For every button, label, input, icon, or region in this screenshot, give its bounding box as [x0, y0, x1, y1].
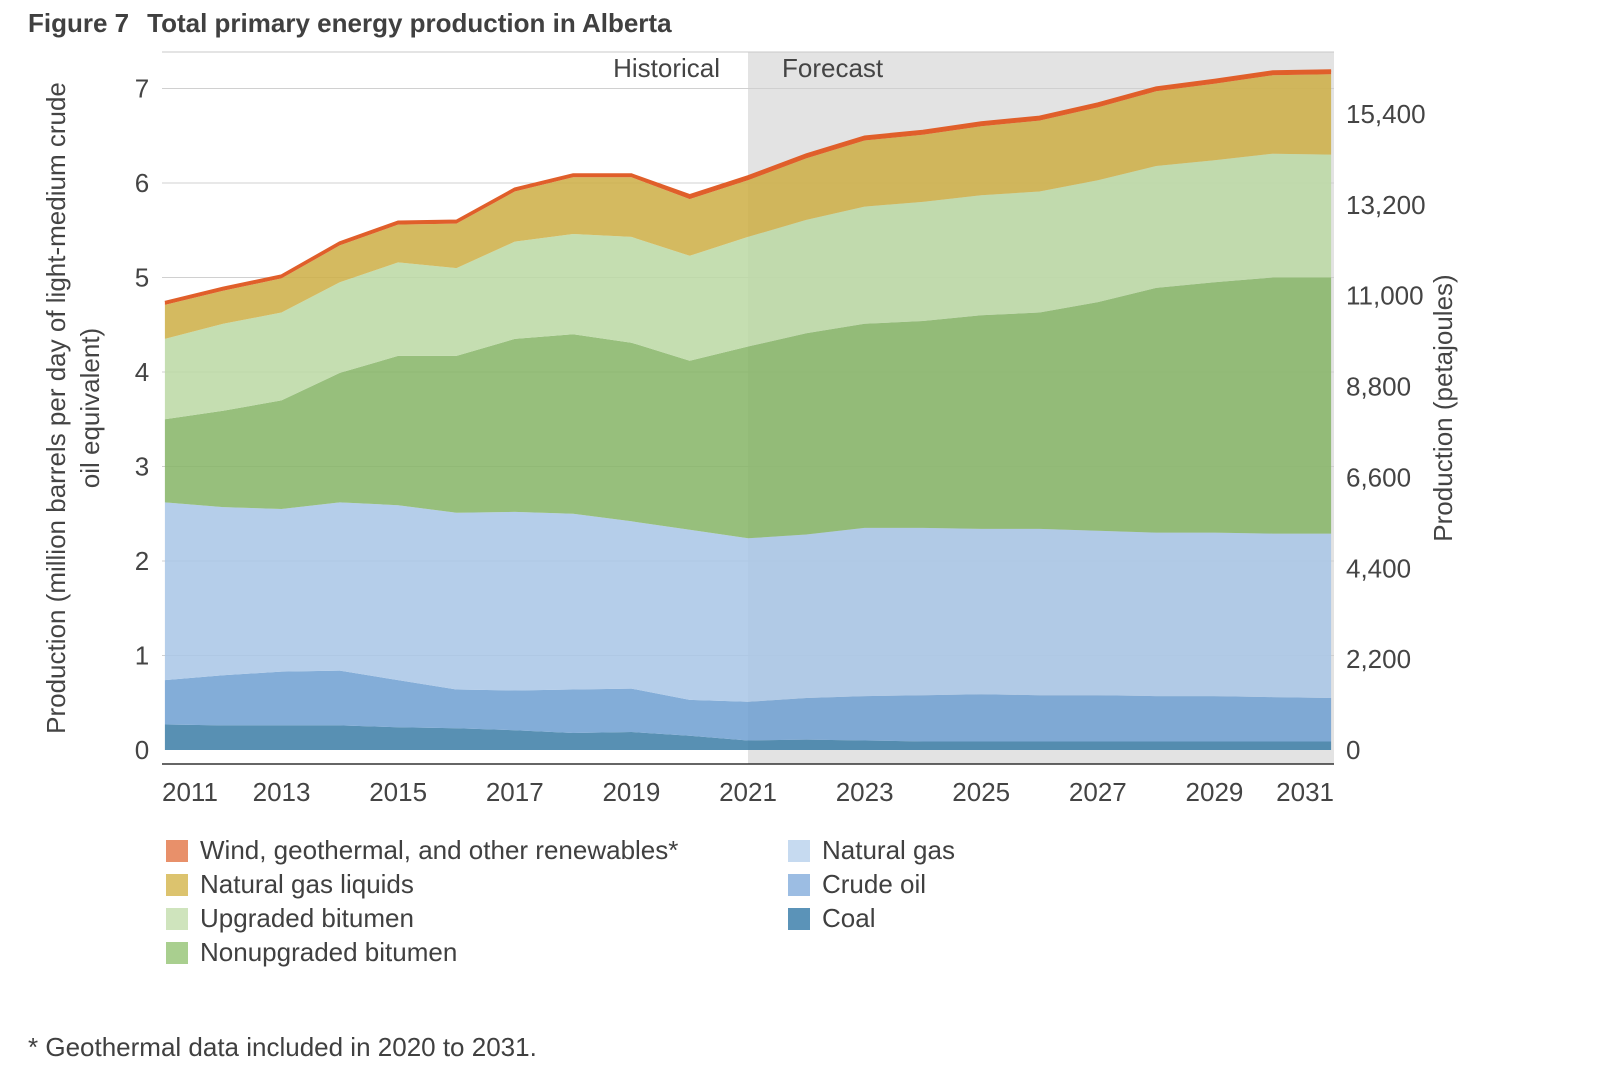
area-nonupgraded-bitumen	[164, 277, 1332, 539]
legend-item-natural-gas: Natural gas	[788, 833, 955, 867]
x-tick-label-2031: 2031	[1276, 777, 1334, 807]
legend-item-upgraded-bitumen: Upgraded bitumen	[166, 901, 414, 935]
legend-swatch	[166, 874, 188, 896]
legend-swatch	[166, 942, 188, 964]
legend-label: Crude oil	[822, 869, 927, 899]
x-tick-label-2027: 2027	[1069, 777, 1127, 807]
legend-label: Nonupgraded bitumen	[200, 937, 458, 967]
area-crude-oil	[164, 670, 1332, 742]
legend-label: Upgraded bitumen	[200, 903, 414, 933]
y-tick-label-6: 6	[135, 168, 149, 198]
area-upgraded-bitumen	[164, 153, 1332, 420]
area-coal	[164, 724, 1332, 750]
legend-label: Natural gas liquids	[200, 869, 414, 899]
y2-tick-label-11000: 11,000	[1346, 281, 1424, 311]
legend-item-coal: Coal	[788, 901, 875, 935]
x-tick-label-2011: 2011	[162, 777, 218, 807]
y-tick-label-0: 0	[135, 735, 149, 765]
legend-item-crude-oil: Crude oil	[788, 867, 926, 901]
footnote: * Geothermal data included in 2020 to 20…	[28, 1032, 537, 1062]
legend-item-nonupgraded-bitumen: Nonupgraded bitumen	[166, 935, 457, 969]
y2-tick-label-6600: 6,600	[1346, 462, 1411, 492]
y2-tick-label-15400: 15,400	[1346, 99, 1426, 129]
legend-swatch	[788, 840, 810, 862]
y-tick-label-7: 7	[135, 74, 149, 104]
x-tick-label-2015: 2015	[369, 777, 427, 807]
y2-tick-label-13200: 13,200	[1346, 190, 1426, 220]
x-tick-label-2019: 2019	[602, 777, 660, 807]
x-tick-label-2013: 2013	[253, 777, 311, 807]
area-natural-gas	[164, 502, 1332, 702]
legend-swatch	[788, 908, 810, 930]
area-series-group	[164, 69, 1332, 750]
y-tick-label-3: 3	[135, 452, 149, 482]
y-tick-label-1: 1	[135, 641, 149, 671]
x-tick-label-2029: 2029	[1186, 777, 1244, 807]
legend-label: Wind, geothermal, and other renewables*	[200, 835, 679, 865]
x-tick-label-2023: 2023	[836, 777, 894, 807]
historical-region-label: Historical	[613, 53, 720, 83]
y-axis-title: Production (million barrels per day of l…	[41, 82, 105, 734]
x-tick-label-2021: 2021	[719, 777, 777, 807]
y2-axis-title: Production (petajoules)	[1428, 274, 1458, 541]
y-tick-label-4: 4	[135, 357, 149, 387]
y2-tick-label-2200: 2,200	[1346, 644, 1411, 674]
legend-label: Coal	[822, 903, 876, 933]
legend-label: Natural gas	[822, 835, 955, 865]
y2-tick-label-0: 0	[1346, 735, 1360, 765]
y-tick-label-2: 2	[135, 546, 149, 576]
y-tick-label-5: 5	[135, 263, 149, 293]
forecast-region-label: Forecast	[782, 53, 884, 83]
legend-swatch	[166, 840, 188, 862]
x-tick-label-2025: 2025	[952, 777, 1010, 807]
legend-swatch	[166, 908, 188, 930]
figure-number: Figure 7	[28, 8, 130, 38]
area-natural-gas-liquids	[164, 74, 1332, 339]
line-wind-geothermal-and-other-renewables	[164, 69, 1332, 304]
figure-title: Figure 7 Total primary energy production …	[28, 8, 672, 39]
axis-labels: Production (million barrels per day of l…	[41, 82, 1458, 734]
y2-tick-label-4400: 4,400	[1346, 553, 1411, 583]
legend-item-natural-gas-liquids: Natural gas liquids	[166, 867, 414, 901]
legend-item-wind-geothermal-and-other-renewables: Wind, geothermal, and other renewables*	[166, 833, 678, 867]
figure-title-text: Total primary energy production in Alber…	[147, 8, 672, 38]
x-tick-label-2017: 2017	[486, 777, 544, 807]
axes: 0 1 2 3 4 5 6 7 0 2,200 4,400 6,600 8,800 11,000 13,20…	[135, 74, 1426, 808]
legend-swatch	[788, 874, 810, 896]
y2-tick-label-8800: 8,800	[1346, 372, 1411, 402]
